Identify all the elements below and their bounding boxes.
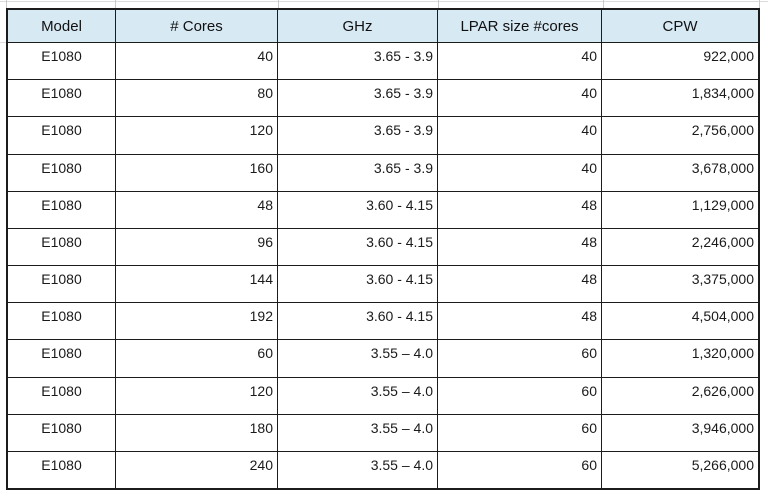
cell-cpw: 5,266,000 — [691, 456, 754, 473]
cell-cores: 60 — [116, 340, 278, 377]
column-header-cpw: CPW — [662, 17, 698, 35]
cell-cores: 40 — [116, 43, 278, 80]
table-row: E1080 240 3.55 – 4.0 60 5,266,000 — [8, 451, 758, 489]
cell-ghz: 3.65 - 3.9 — [278, 43, 438, 80]
cell-cores: 120 — [116, 377, 278, 414]
table-row: E1080 180 3.55 – 4.0 60 3,946,000 — [8, 414, 758, 452]
cell-lpar-size: 60 — [438, 340, 602, 377]
gridline-stub — [278, 0, 279, 8]
cell-cores: 192 — [116, 303, 278, 340]
cell-model: E1080 — [8, 377, 116, 414]
column-header-ghz: GHz — [278, 10, 438, 42]
cell-model: E1080 — [8, 414, 116, 451]
cell-ghz: 3.55 – 4.0 — [278, 340, 438, 377]
cell-cores: 96 — [116, 228, 278, 266]
cell-ghz: 3.65 - 3.9 — [278, 117, 438, 154]
cell-lpar-size: 60 — [438, 377, 602, 414]
table-row: E1080 96 3.60 - 4.15 48 2,246,000 — [8, 228, 758, 267]
cell-lpar-size: 40 — [438, 80, 602, 117]
cell-model: E1080 — [8, 340, 116, 377]
cell-ghz: 3.55 – 4.0 — [278, 414, 438, 451]
cell-cpw: 1,834,000 — [691, 85, 754, 102]
cpw-spec-table: Model # Cores GHz LPAR size #cores CPW E… — [6, 8, 760, 490]
cell-model: E1080 — [8, 80, 116, 117]
table-body: E1080 40 3.65 - 3.9 40 922,000 E1080 80 3.65 - … — [8, 43, 758, 489]
cell-model: E1080 — [8, 43, 116, 80]
cell-cpw: 922,000 — [703, 48, 754, 64]
cell-lpar-size: 40 — [438, 154, 602, 191]
gridline-stub — [115, 0, 116, 8]
cell-ghz: 3.60 - 4.15 — [278, 228, 438, 266]
cell-lpar-size: 60 — [438, 451, 602, 489]
table-row: E1080 144 3.60 - 4.15 48 3,375,000 — [8, 266, 758, 304]
cell-cpw: 2,626,000 — [691, 382, 754, 399]
table-row: E1080 160 3.65 - 3.9 40 3,678,000 — [8, 154, 758, 192]
cell-model: E1080 — [8, 228, 116, 266]
gridline-stub — [438, 0, 439, 8]
gridline-stub — [0, 42, 6, 43]
table-row: E1080 120 3.65 - 3.9 40 2,756,000 — [8, 117, 758, 155]
cell-ghz: 3.65 - 3.9 — [278, 80, 438, 117]
table-row: E1080 120 3.55 – 4.0 60 2,626,000 — [8, 377, 758, 415]
cell-cpw: 3,946,000 — [691, 419, 754, 436]
cell-lpar-size: 48 — [438, 191, 602, 228]
table-row: E1080 40 3.65 - 3.9 40 922,000 — [8, 43, 758, 81]
cell-cores: 48 — [116, 191, 278, 228]
cell-cpw: 2,246,000 — [691, 233, 754, 250]
cell-cpw: 3,678,000 — [691, 159, 754, 176]
cell-cores: 120 — [116, 117, 278, 154]
gridline-stub — [759, 0, 760, 8]
cell-model: E1080 — [8, 154, 116, 191]
cell-cpw: 1,129,000 — [691, 196, 754, 213]
gridline-top — [0, 1, 768, 2]
cell-cores: 144 — [116, 266, 278, 303]
column-header-model: Model — [8, 10, 116, 42]
table-row: E1080 192 3.60 - 4.15 48 4,504,000 — [8, 303, 758, 341]
cell-ghz: 3.60 - 4.15 — [278, 303, 438, 340]
cell-model: E1080 — [8, 191, 116, 228]
cell-cores: 80 — [116, 80, 278, 117]
cell-ghz: 3.55 – 4.0 — [278, 451, 438, 489]
cell-ghz: 3.55 – 4.0 — [278, 377, 438, 414]
cell-lpar-size: 48 — [438, 228, 602, 266]
column-header-cores: # Cores — [116, 10, 278, 42]
cell-model: E1080 — [8, 266, 116, 303]
column-header-lpar-size: LPAR size #cores — [438, 10, 602, 42]
table-row: E1080 60 3.55 – 4.0 60 1,320,000 — [8, 340, 758, 378]
table-row: E1080 48 3.60 - 4.15 48 1,129,000 — [8, 191, 758, 229]
cell-cores: 240 — [116, 451, 278, 489]
cell-model: E1080 — [8, 117, 116, 154]
cell-cpw: 1,320,000 — [691, 345, 754, 362]
cell-cores: 180 — [116, 414, 278, 451]
table-row: E1080 80 3.65 - 3.9 40 1,834,000 — [8, 80, 758, 118]
cell-cores: 160 — [116, 154, 278, 191]
table-header-row: Model # Cores GHz LPAR size #cores CPW — [8, 10, 758, 43]
cell-ghz: 3.65 - 3.9 — [278, 154, 438, 191]
cell-ghz: 3.60 - 4.15 — [278, 266, 438, 303]
cell-model: E1080 — [8, 303, 116, 340]
cell-cpw: 3,375,000 — [691, 271, 754, 288]
gridline-stub — [603, 0, 604, 8]
cell-model: E1080 — [8, 451, 116, 489]
cell-lpar-size: 48 — [438, 266, 602, 303]
cell-lpar-size: 60 — [438, 414, 602, 451]
cell-lpar-size: 40 — [438, 117, 602, 154]
gridline-stub — [6, 0, 7, 8]
cell-lpar-size: 48 — [438, 303, 602, 340]
cell-ghz: 3.60 - 4.15 — [278, 191, 438, 228]
cell-lpar-size: 40 — [438, 43, 602, 80]
cell-cpw: 4,504,000 — [691, 308, 754, 325]
cell-cpw: 2,756,000 — [691, 122, 754, 139]
